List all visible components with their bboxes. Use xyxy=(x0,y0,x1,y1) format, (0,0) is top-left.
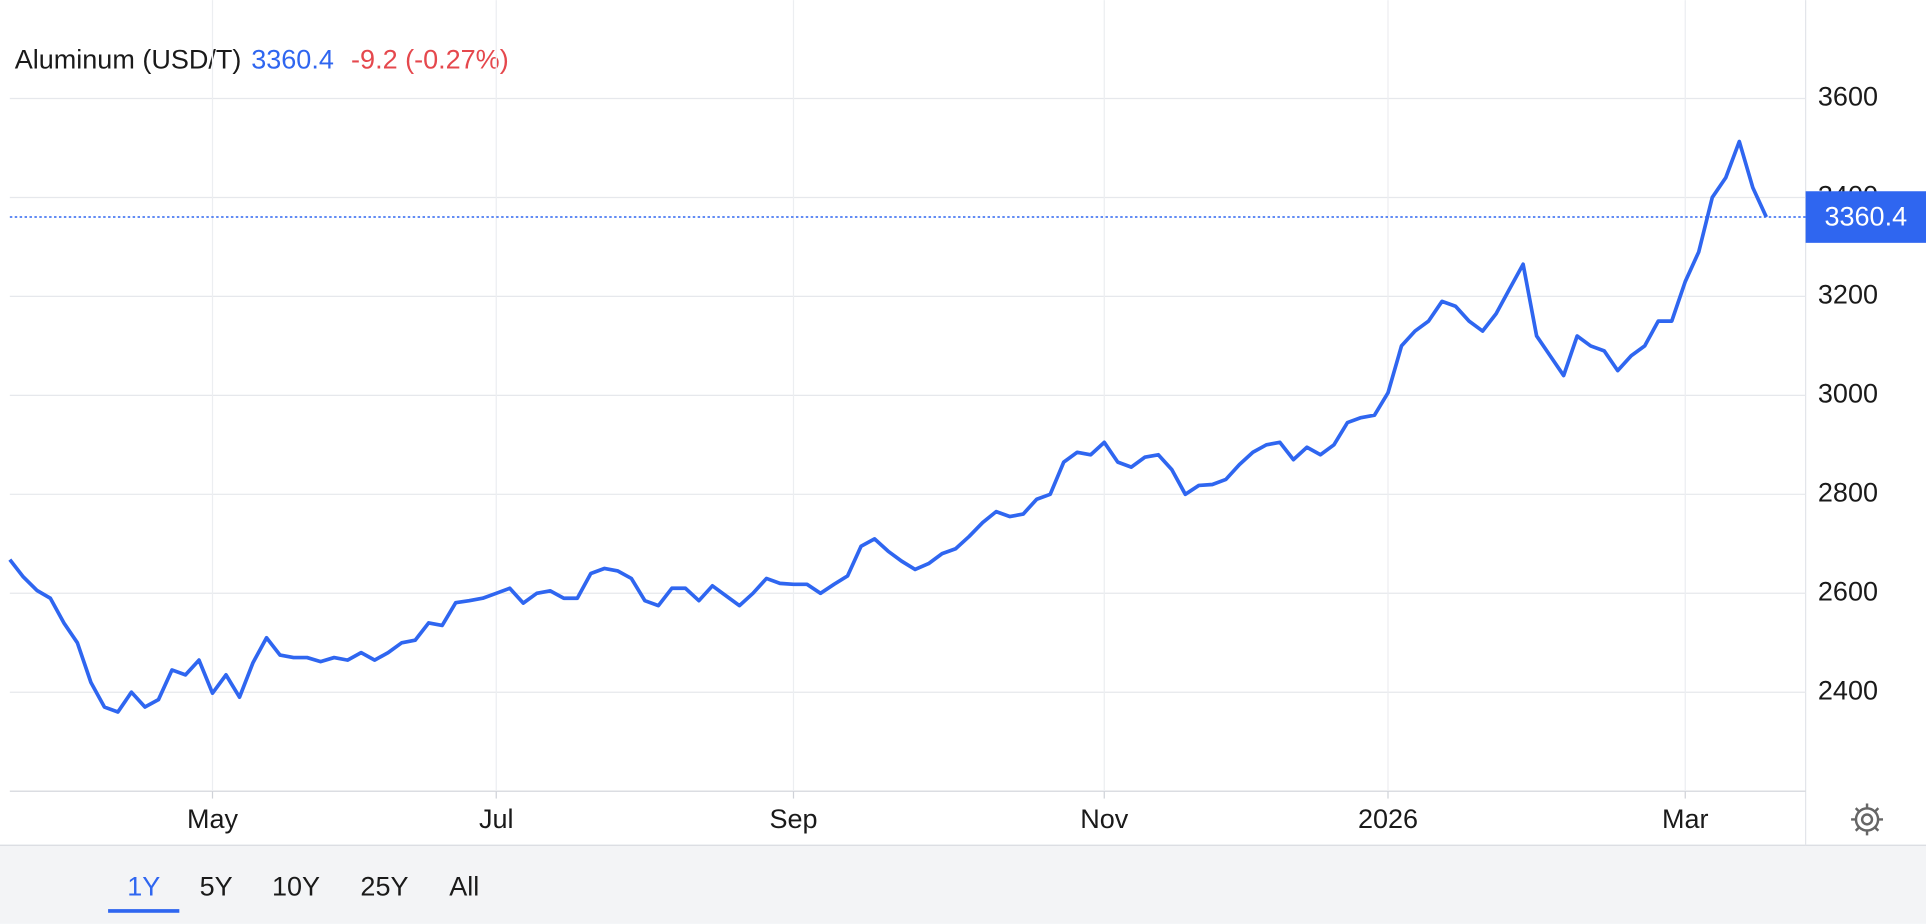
header-price: 3360.4 xyxy=(251,45,334,75)
chart-title: Aluminum (USD/T) xyxy=(15,45,242,75)
x-tick-label: Jul xyxy=(479,804,514,834)
y-tick-label: 3600 xyxy=(1818,82,1878,112)
x-tick-label: Nov xyxy=(1080,804,1129,834)
chart-header: Aluminum (USD/T) 3360.4 -9.2 (-0.27%) xyxy=(15,45,509,75)
gear-teeth xyxy=(1851,803,1884,836)
range-button[interactable]: 10Y xyxy=(272,871,320,901)
header-change: -9.2 (-0.27%) xyxy=(351,45,509,75)
x-tick-label: 2026 xyxy=(1358,804,1418,834)
x-tick-label: Sep xyxy=(769,804,817,834)
x-tick-label: May xyxy=(187,804,239,834)
last-value-box xyxy=(1805,191,1926,243)
last-value-label: 3360.4 xyxy=(1824,201,1907,231)
y-tick-label: 2800 xyxy=(1818,477,1878,507)
price-line xyxy=(8,139,1768,714)
range-button[interactable]: 5Y xyxy=(200,871,233,901)
y-tick-label: 2400 xyxy=(1818,675,1878,705)
y-tick-label: 3000 xyxy=(1818,379,1878,409)
gear-ring xyxy=(1854,807,1880,832)
range-button[interactable]: 25Y xyxy=(360,871,408,901)
settings-icon[interactable] xyxy=(1851,803,1884,836)
range-button[interactable]: 1Y xyxy=(127,871,160,901)
range-bar xyxy=(0,845,1926,924)
range-button[interactable]: All xyxy=(449,871,479,901)
y-tick-label: 3200 xyxy=(1818,280,1878,310)
range-active-underline xyxy=(108,909,180,913)
x-tick-label: Mar xyxy=(1662,804,1709,834)
gear-hub xyxy=(1860,813,1874,826)
y-tick-label: 2600 xyxy=(1818,576,1878,606)
